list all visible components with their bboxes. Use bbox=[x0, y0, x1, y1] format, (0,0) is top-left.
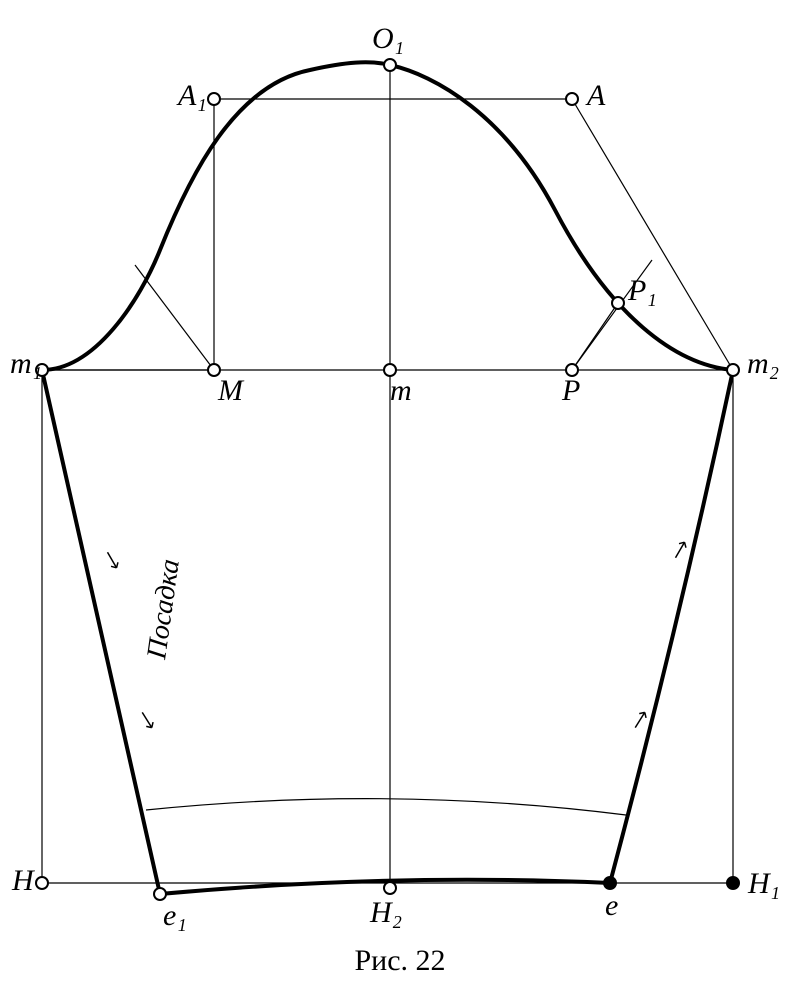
label-m1: m₁ bbox=[10, 347, 42, 380]
annotation-posadka: Посадка bbox=[141, 557, 186, 662]
left-seam bbox=[42, 370, 160, 894]
seam-tick bbox=[139, 710, 155, 730]
inner-curve bbox=[146, 799, 626, 815]
point-H bbox=[36, 877, 48, 889]
point-H1 bbox=[727, 877, 739, 889]
label-A: A bbox=[585, 79, 606, 112]
point-A1 bbox=[208, 93, 220, 105]
point-P1 bbox=[612, 297, 624, 309]
construction-line bbox=[572, 99, 733, 370]
point-O1 bbox=[384, 59, 396, 71]
label-H1: Н₁ bbox=[747, 867, 780, 900]
seam-tick bbox=[672, 540, 688, 560]
seam-tick bbox=[632, 710, 648, 730]
label-A1: A₁ bbox=[176, 79, 207, 112]
right-seam bbox=[610, 370, 733, 883]
point-e bbox=[604, 877, 616, 889]
point-A bbox=[566, 93, 578, 105]
label-e1: е₁ bbox=[163, 899, 187, 932]
label-H: Н bbox=[11, 864, 36, 897]
point-H2 bbox=[384, 882, 396, 894]
label-P1: P₁ bbox=[627, 274, 657, 307]
label-m2: m₂ bbox=[747, 347, 779, 380]
figure-caption: Рис. 22 bbox=[354, 944, 445, 977]
label-H2: Н₂ bbox=[369, 896, 402, 929]
label-m: m bbox=[390, 374, 412, 407]
label-M: M bbox=[217, 374, 245, 407]
label-O1: O₁ bbox=[372, 22, 404, 55]
point-m2 bbox=[727, 364, 739, 376]
sleeve-cap bbox=[42, 62, 733, 370]
seam-tick bbox=[104, 550, 120, 570]
label-P: P bbox=[561, 374, 580, 407]
label-e: е bbox=[605, 889, 618, 922]
